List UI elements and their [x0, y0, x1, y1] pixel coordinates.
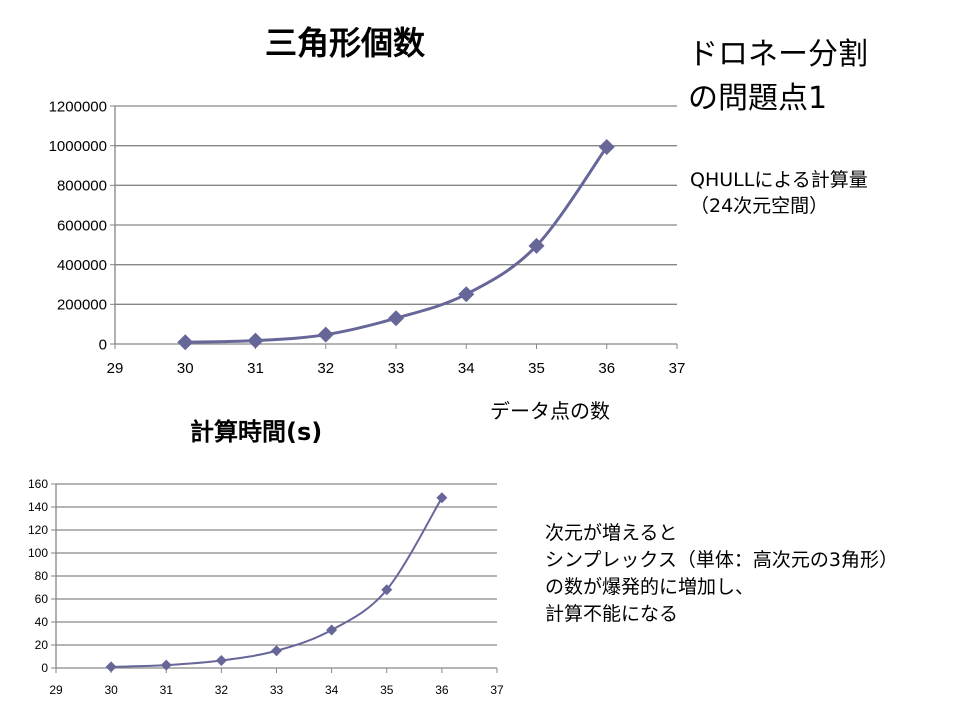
x-tick-label: 34: [458, 360, 475, 377]
x-tick-label: 37: [669, 360, 686, 377]
x-tick-label: 31: [247, 360, 264, 377]
x-tick-label: 30: [177, 360, 194, 377]
x-tick-label: 29: [107, 360, 124, 377]
note-line: QHULLによる計算量: [690, 169, 868, 191]
note-line: 次元が増えると: [545, 522, 678, 544]
data-point-diamond: [528, 237, 545, 254]
x-tick-label: 32: [215, 683, 229, 697]
y-tick-label: 140: [28, 500, 48, 514]
slide-title-line: ドロネー分割: [688, 37, 868, 72]
data-point-diamond: [317, 326, 334, 343]
data-point-diamond: [381, 584, 393, 596]
y-tick-label: 100: [28, 546, 48, 560]
x-tick-label: 31: [160, 683, 174, 697]
y-tick-label: 120: [28, 523, 48, 537]
data-point-diamond: [271, 645, 282, 657]
x-tick-label: 29: [49, 683, 63, 697]
data-point-diamond: [326, 624, 338, 636]
x-tick-label: 33: [270, 683, 284, 697]
y-tick-label: 80: [35, 569, 49, 583]
y-tick-label: 200000: [57, 297, 107, 314]
x-tick-label: 35: [528, 360, 545, 377]
y-tick-label: 40: [35, 615, 49, 629]
y-tick-label: 0: [99, 336, 107, 353]
x-tick-label: 36: [598, 360, 615, 377]
y-tick-label: 0: [41, 661, 48, 675]
y-tick-label: 600000: [57, 217, 107, 234]
x-tick-label: 30: [104, 683, 118, 697]
series-line: [111, 497, 443, 668]
y-tick-label: 20: [35, 638, 49, 652]
x-tick-label: 32: [317, 360, 334, 377]
data-point-diamond: [388, 310, 404, 327]
slide-title: ドロネー分割 の問題点1: [688, 33, 868, 121]
y-tick-label: 60: [35, 592, 49, 606]
data-point-diamond: [247, 332, 264, 349]
x-tick-label: 35: [380, 683, 394, 697]
x-tick-label: 33: [388, 360, 405, 377]
data-point-diamond: [598, 139, 615, 156]
explanation-note: 次元が増えると シンプレックス（単体：高次元の3角形） の数が爆発的に増加し、 …: [545, 520, 898, 628]
y-tick-label: 800000: [57, 178, 107, 195]
chart1-title: 三角形個数: [265, 24, 426, 62]
x-tick-label: 34: [325, 683, 339, 697]
data-point-diamond: [436, 492, 448, 504]
x-tick-label: 37: [490, 683, 504, 697]
y-tick-label: 160: [28, 477, 48, 491]
data-point-diamond: [177, 334, 194, 351]
data-point-diamond: [160, 659, 172, 671]
note-line: の数が爆発的に増加し、: [545, 576, 755, 598]
chart2-title: 計算時間(s): [190, 418, 323, 446]
slide-title-line: の問題点1: [688, 81, 828, 116]
note-line: 計算不能になる: [545, 603, 679, 625]
note-line: シンプレックス（単体：高次元の3角形）: [545, 549, 898, 571]
data-point-diamond: [458, 286, 475, 303]
y-tick-label: 1000000: [49, 138, 107, 155]
x-tick-label: 36: [435, 683, 449, 697]
note-line: （24次元空間）: [690, 195, 829, 217]
y-tick-label: 400000: [57, 257, 107, 274]
y-tick-label: 1200000: [49, 98, 107, 115]
data-point-diamond: [215, 655, 227, 667]
chart1-xlabel: データ点の数: [490, 399, 610, 423]
data-point-diamond: [105, 661, 117, 673]
qhull-note: QHULLによる計算量 （24次元空間）: [690, 167, 868, 219]
